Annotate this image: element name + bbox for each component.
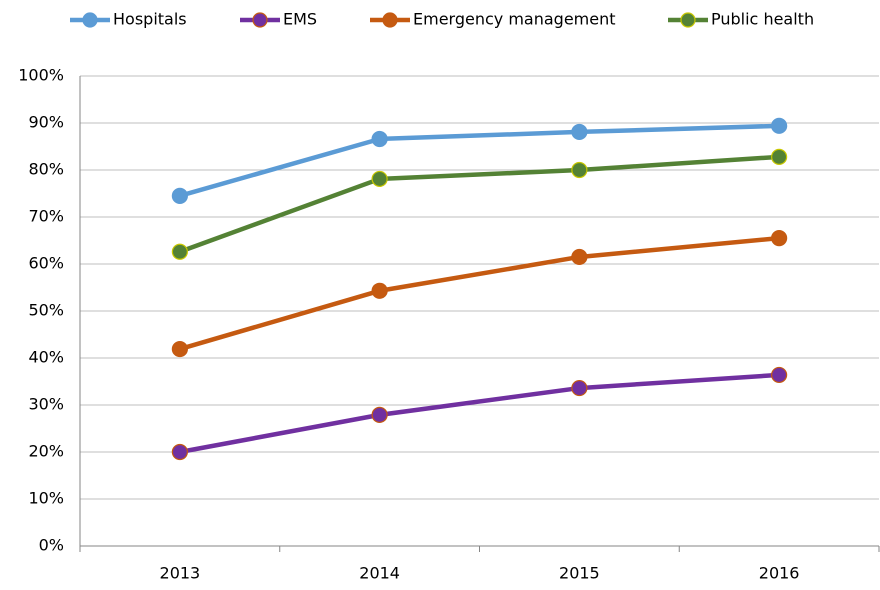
y-tick-label: 80% (28, 160, 64, 179)
point (171, 443, 188, 461)
y-tick-label: 70% (28, 207, 64, 226)
series-line (179, 154, 780, 254)
point (571, 379, 588, 397)
x-tick-label: 2016 (759, 564, 800, 583)
y-tick-label: 90% (28, 113, 64, 132)
y-tick-label: 50% (28, 301, 64, 320)
point (771, 148, 788, 165)
series-line (179, 372, 780, 455)
legend-marker (382, 12, 398, 28)
point (771, 230, 788, 247)
y-tick-label: 10% (28, 489, 64, 508)
point (571, 248, 588, 266)
point (171, 187, 188, 204)
legend-marker (252, 12, 268, 28)
y-tick-label: 30% (28, 395, 64, 414)
point (171, 243, 188, 260)
legend-label: Emergency management (413, 10, 616, 29)
point (371, 282, 388, 299)
y-tick-label: 60% (28, 254, 64, 273)
point (171, 340, 188, 358)
series-line (179, 235, 780, 352)
point (771, 366, 788, 384)
legend-label: EMS (283, 10, 317, 29)
point (771, 117, 788, 134)
y-tick-label: 40% (28, 348, 64, 367)
y-tick-label: 100% (18, 66, 64, 85)
legend-marker (680, 12, 696, 28)
legend-label: Hospitals (113, 10, 187, 29)
x-tick-label: 2015 (559, 564, 600, 583)
y-tick-label: 20% (28, 442, 64, 461)
point (371, 406, 388, 423)
legend-marker (82, 12, 98, 28)
y-tick-label: 0% (39, 536, 64, 555)
x-tick-label: 2013 (160, 564, 201, 583)
series-line (179, 123, 780, 199)
point (371, 170, 388, 188)
legend-label: Public health (711, 10, 814, 29)
point (571, 161, 588, 179)
point (371, 130, 388, 148)
point (571, 123, 588, 141)
x-tick-label: 2014 (359, 564, 400, 583)
